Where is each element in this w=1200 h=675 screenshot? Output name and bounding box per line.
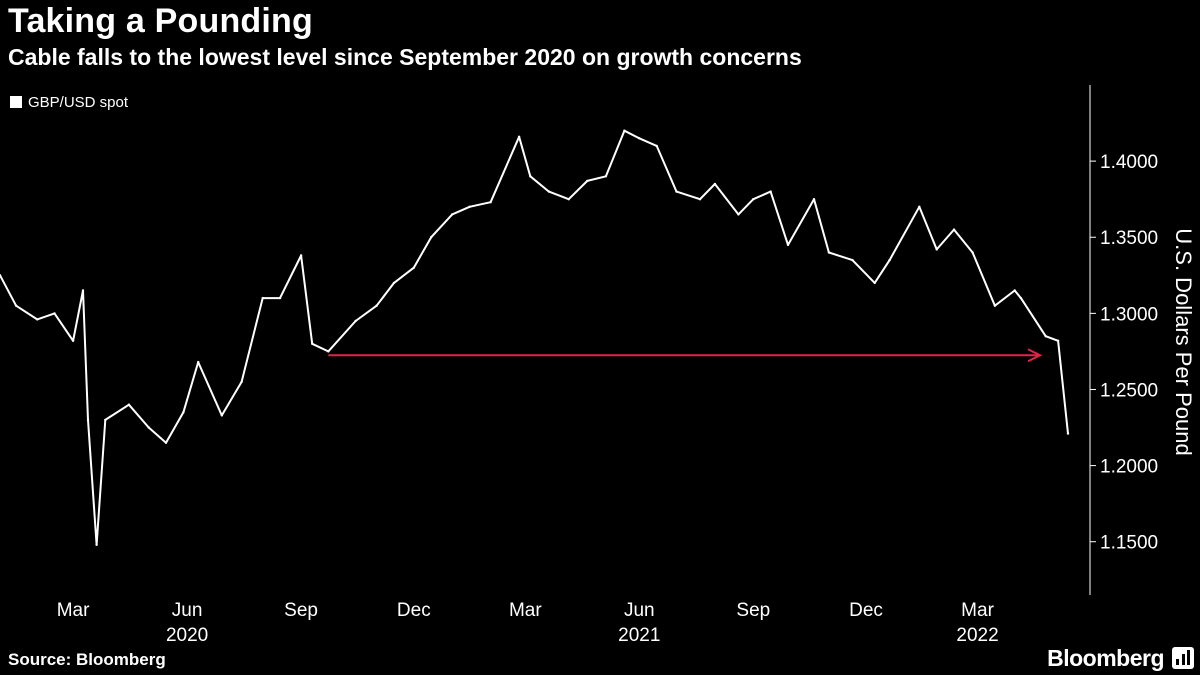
data-point: [95, 543, 98, 546]
y-tick-label: 1.2000: [1100, 457, 1158, 478]
data-point: [327, 350, 330, 353]
legend-swatch: [10, 96, 22, 108]
data-point: [261, 296, 264, 300]
data-point: [430, 236, 433, 239]
data-point: [1066, 432, 1070, 435]
x-tick-label: Jun: [172, 600, 203, 621]
data-point: [935, 248, 938, 251]
x-tick-label: Dec: [849, 600, 883, 621]
data-point: [354, 319, 357, 323]
data-point: [769, 190, 772, 193]
source-note: Source: Bloomberg: [8, 650, 166, 669]
data-point: [827, 251, 831, 254]
series-line-gbp-usd: [0, 129, 1069, 546]
data-point: [1013, 289, 1016, 292]
data-point: [278, 296, 282, 300]
x-tick-label: Mar: [57, 600, 90, 621]
data-point: [0, 274, 2, 277]
data-point: [36, 318, 39, 321]
data-point: [197, 360, 200, 364]
data-point: [586, 179, 589, 183]
data-point: [698, 198, 702, 201]
data-point: [752, 198, 755, 201]
data-point: [952, 228, 956, 231]
data-point: [529, 175, 532, 178]
data-point: [517, 135, 521, 138]
bloomberg-badge-icon: [1172, 647, 1194, 669]
data-point: [713, 182, 717, 186]
data-point: [86, 418, 90, 422]
data-point: [655, 144, 658, 148]
data-point: [164, 441, 168, 444]
data-point: [547, 190, 551, 193]
data-point: [1019, 296, 1023, 300]
data-point: [737, 213, 740, 216]
data-point: [147, 426, 150, 429]
data-point: [1044, 335, 1047, 338]
data-point: [220, 414, 223, 417]
x-year-label: 2021: [618, 625, 660, 646]
data-point: [851, 258, 854, 262]
data-point: [468, 205, 471, 208]
y-tick-label: 1.1500: [1100, 533, 1158, 554]
x-tick-label: Dec: [397, 600, 431, 621]
data-point: [451, 213, 454, 216]
y-tick-label: 1.3500: [1100, 228, 1158, 249]
chart-subtitle: Cable falls to the lowest level since Se…: [8, 44, 802, 70]
data-point: [675, 190, 678, 193]
data-point: [873, 281, 876, 285]
legend-label: GBP/USD spot: [28, 94, 129, 111]
data-point: [623, 129, 626, 132]
y-tick-label: 1.3000: [1100, 304, 1158, 325]
y-tick-label: 1.4000: [1100, 152, 1158, 173]
data-point: [638, 137, 641, 140]
data-point: [14, 304, 18, 307]
x-year-label: 2022: [956, 625, 998, 646]
data-point: [1056, 339, 1060, 342]
data-point: [412, 266, 415, 269]
data-point: [993, 304, 997, 307]
data-point: [299, 254, 303, 257]
data-point: [888, 258, 891, 262]
data-point: [104, 418, 107, 422]
data-point: [311, 342, 314, 345]
data-point: [182, 411, 185, 414]
x-tick-label: Mar: [961, 600, 994, 621]
data-point: [127, 403, 131, 406]
x-year-label: 2020: [166, 625, 208, 646]
x-tick-label: Sep: [736, 600, 770, 621]
y-axis-label: U.S. Dollars Per Pound: [1171, 228, 1196, 455]
data-point: [392, 281, 396, 285]
data-point: [604, 175, 608, 178]
data-point: [489, 201, 492, 204]
data-point: [971, 251, 974, 254]
data-point: [812, 198, 816, 201]
chart-title: Taking a Pounding: [8, 2, 313, 40]
data-point: [240, 380, 243, 384]
data-point: [786, 243, 790, 247]
data-point: [53, 312, 56, 315]
annotation-arrow-head: [1027, 348, 1043, 363]
data-point: [375, 304, 378, 307]
x-tick-label: Mar: [509, 600, 542, 621]
data-point: [81, 289, 85, 292]
data-point: [71, 339, 75, 342]
data-point: [567, 198, 570, 201]
data-point: [918, 205, 921, 208]
y-tick-label: 1.2500: [1100, 380, 1158, 401]
bloomberg-logo: Bloomberg: [1047, 645, 1164, 671]
x-tick-label: Sep: [284, 600, 318, 621]
x-tick-label: Jun: [624, 600, 655, 621]
